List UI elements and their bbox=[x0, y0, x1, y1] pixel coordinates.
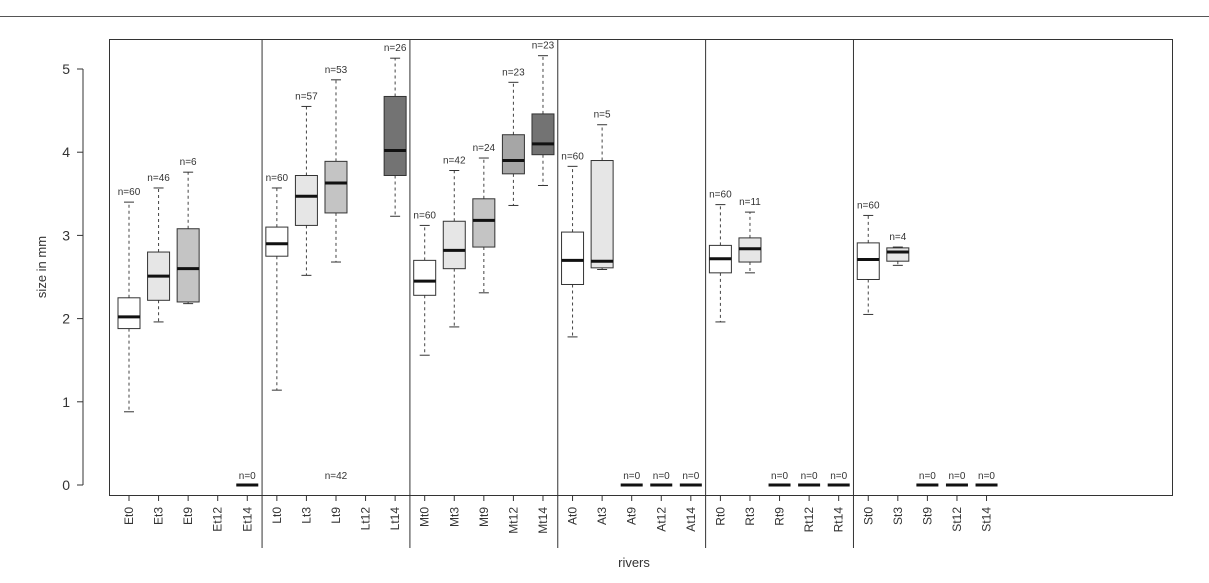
y-tick-label: 1 bbox=[62, 394, 70, 410]
n-label: n=0 bbox=[653, 471, 670, 482]
n-label: n=24 bbox=[473, 143, 496, 154]
x-tick-label: Rt9 bbox=[773, 507, 787, 526]
y-tick-label: 5 bbox=[62, 61, 70, 77]
x-tick-label: Mt0 bbox=[418, 507, 432, 527]
box-iqr bbox=[501, 134, 525, 175]
n-label: n=23 bbox=[502, 67, 525, 78]
x-tick-label: St3 bbox=[891, 507, 905, 525]
x-tick-label: Mt3 bbox=[447, 507, 461, 527]
box-marks: n=60 n=46 n=6 n=0 n=60 n=57 n=53 n=26 n=42 n=60 n=… bbox=[117, 41, 998, 487]
n-label: n=26 bbox=[384, 43, 407, 54]
box-iqr bbox=[590, 160, 614, 269]
x-tick-label: Mt9 bbox=[477, 507, 491, 527]
n-label: n=0 bbox=[978, 471, 995, 482]
n-label: n=0 bbox=[919, 471, 936, 482]
box-iqr bbox=[117, 297, 141, 330]
x-tick-label: St12 bbox=[950, 507, 964, 532]
n-label: n=6 bbox=[180, 157, 197, 168]
box-iqr bbox=[176, 228, 200, 303]
x-tick-label: St14 bbox=[980, 507, 994, 532]
x-tick-label: Et3 bbox=[152, 507, 166, 525]
n-label: n=0 bbox=[623, 471, 640, 482]
x-tick-label: Rt14 bbox=[832, 507, 846, 533]
x-tick-label: Mt12 bbox=[506, 507, 520, 534]
n-label: n=0 bbox=[682, 471, 699, 482]
x-tick-label: Rt0 bbox=[713, 507, 727, 526]
n-label: n=23 bbox=[532, 41, 555, 52]
x-tick-label: At12 bbox=[654, 507, 668, 532]
n-label: n=0 bbox=[771, 471, 788, 482]
x-tick-label: St9 bbox=[920, 507, 934, 525]
x-tick-label: At0 bbox=[566, 507, 580, 525]
x-tick-label: At9 bbox=[625, 507, 639, 525]
box-iqr bbox=[856, 242, 880, 280]
x-tick-label: Lt0 bbox=[270, 507, 284, 524]
n-label: n=46 bbox=[147, 173, 170, 184]
x-tick-label: St0 bbox=[861, 507, 875, 525]
n-label: n=0 bbox=[801, 471, 818, 482]
box-iqr bbox=[324, 160, 348, 214]
y-tick-label: 3 bbox=[62, 227, 70, 243]
box-iqr bbox=[442, 220, 466, 270]
n-label: n=57 bbox=[295, 91, 318, 102]
n-label: n=4 bbox=[889, 232, 906, 243]
n-label: n=53 bbox=[325, 65, 348, 76]
n-label: n=60 bbox=[561, 151, 584, 162]
y-tick-label: 0 bbox=[62, 477, 70, 493]
n-label: n=5 bbox=[594, 110, 611, 121]
box-iqr bbox=[531, 113, 555, 156]
x-tick-labels: Et0 Et3 Et9 Et12 Et14 Lt0 Lt3 Lt9 Lt12 Lt14 Mt0 Mt3… bbox=[122, 495, 994, 534]
x-tick-label: Mt14 bbox=[536, 507, 550, 534]
n-label: n=0 bbox=[239, 471, 256, 482]
box-iqr bbox=[886, 247, 910, 262]
n-label: n=60 bbox=[266, 173, 289, 184]
box-iqr bbox=[265, 226, 289, 257]
group-note: n=42 bbox=[325, 471, 348, 482]
box-iqr bbox=[472, 198, 496, 248]
n-label: n=60 bbox=[709, 190, 732, 201]
x-axis-label: rivers bbox=[618, 555, 650, 570]
x-tick-label: Et9 bbox=[181, 507, 195, 525]
box-iqr bbox=[294, 174, 318, 226]
n-label: n=0 bbox=[948, 471, 965, 482]
y-axis: 0 1 2 3 4 5 bbox=[62, 61, 84, 493]
group-dividers bbox=[261, 40, 854, 548]
x-tick-label: Lt3 bbox=[299, 507, 313, 524]
n-label: n=60 bbox=[413, 210, 436, 221]
n-label: n=42 bbox=[443, 156, 466, 167]
x-tick-label: Et0 bbox=[122, 507, 136, 525]
y-tick-label: 4 bbox=[62, 144, 70, 160]
n-label: n=0 bbox=[830, 471, 847, 482]
x-tick-label: Lt14 bbox=[388, 507, 402, 531]
box-iqr bbox=[413, 259, 437, 296]
plot-frame bbox=[109, 39, 1173, 496]
box-iqr bbox=[383, 95, 407, 176]
x-tick-label: Rt3 bbox=[743, 507, 757, 526]
x-tick-label: Et12 bbox=[211, 507, 225, 532]
x-tick-label: At3 bbox=[595, 507, 609, 525]
x-tick-label: Lt9 bbox=[329, 507, 343, 524]
x-tick-label: At14 bbox=[684, 507, 698, 532]
n-label: n=60 bbox=[118, 187, 141, 198]
x-tick-label: Lt12 bbox=[359, 507, 373, 531]
x-tick-label: Et14 bbox=[240, 507, 254, 532]
n-label: n=60 bbox=[857, 200, 880, 211]
box-iqr bbox=[561, 231, 585, 285]
y-tick-label: 2 bbox=[62, 311, 70, 327]
y-axis-label: size in mm bbox=[34, 236, 49, 298]
n-label: n=11 bbox=[739, 197, 761, 208]
x-tick-label: Rt12 bbox=[802, 507, 816, 533]
